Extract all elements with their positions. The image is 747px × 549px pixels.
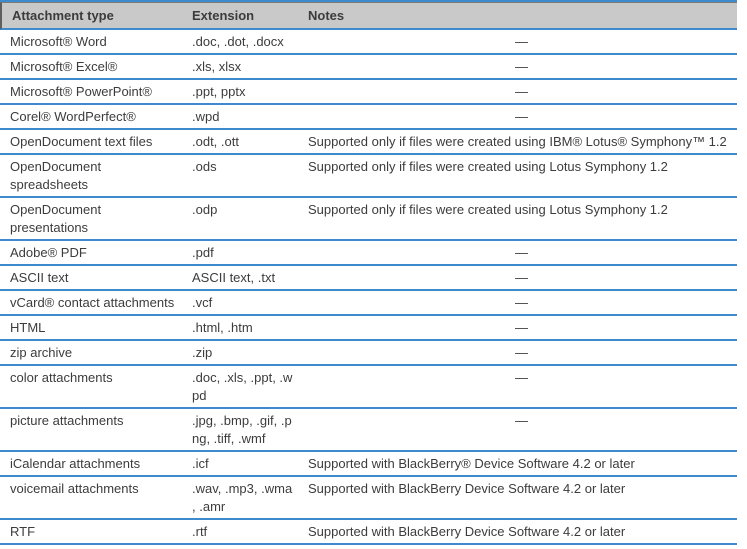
extension-cell: .vcf xyxy=(192,295,213,310)
table-header-row: Attachment type Extension Notes xyxy=(0,2,737,30)
notes-cell: — xyxy=(515,270,528,285)
notes-cell: — xyxy=(515,345,528,360)
table-row: OpenDocument spreadsheets .ods Supported o… xyxy=(0,155,737,198)
notes-cell: — xyxy=(515,84,528,99)
table-row: voicemail attachments .wav, .mp3, .wma , … xyxy=(0,477,737,520)
attachment-type-cell: RTF xyxy=(10,524,36,539)
attachment-type-cell: Microsoft® Excel® xyxy=(10,59,118,74)
column-header-extension: Extension xyxy=(192,8,255,23)
notes-cell: — xyxy=(515,245,528,260)
notes-cell: — xyxy=(515,370,528,385)
table-row: RTF .rtf Supported with BlackBerry Device … xyxy=(0,520,737,545)
extension-cell: .rtf xyxy=(192,524,208,539)
extension-cell: .xls, xlsx xyxy=(192,59,242,74)
table-row: Corel® WordPerfect® .wpd — xyxy=(0,105,737,130)
extension-cell: .odp xyxy=(192,202,218,217)
notes-cell: — xyxy=(515,320,528,335)
attachment-table-body: Microsoft® Word .doc, .dot, .docx — Microso… xyxy=(0,30,737,545)
attachment-type-cell: iCalendar attachments xyxy=(10,456,141,471)
notes-cell: — xyxy=(515,59,528,74)
extension-cell: .zip xyxy=(192,345,213,360)
table-row: OpenDocument text files .odt, .ott Support… xyxy=(0,130,737,155)
table-row: Microsoft® Word .doc, .dot, .docx — xyxy=(0,30,737,55)
extension-cell: .doc, .dot, .docx xyxy=(192,34,284,49)
attachment-type-cell: voicemail attachments xyxy=(10,481,139,496)
attachment-types-table: Attachment type Extension Notes Microsof… xyxy=(0,0,737,545)
attachment-type-cell: OpenDocument spreadsheets xyxy=(10,159,102,192)
attachment-type-cell: color attachments xyxy=(10,370,113,385)
table-row: Microsoft® Excel® .xls, xlsx — xyxy=(0,55,737,80)
table-row: Microsoft® PowerPoint® .ppt, pptx — xyxy=(0,80,737,105)
extension-cell: .html, .htm xyxy=(192,320,253,335)
table-row: color attachments .doc, .xls, .ppt, .w pd… xyxy=(0,366,737,409)
notes-cell: Supported with BlackBerry Device Softwar… xyxy=(308,481,626,496)
attachment-type-cell: ASCII text xyxy=(10,270,69,285)
table-row: iCalendar attachments .icf Supported with … xyxy=(0,452,737,477)
attachment-type-cell: Microsoft® PowerPoint® xyxy=(10,84,152,99)
attachment-type-cell: zip archive xyxy=(10,345,73,360)
extension-cell: .wpd xyxy=(192,109,220,124)
attachment-type-cell: HTML xyxy=(10,320,46,335)
notes-cell: — xyxy=(515,295,528,310)
attachment-type-cell: vCard® contact attachments xyxy=(10,295,175,310)
notes-cell: Supported with BlackBerry® Device Softwa… xyxy=(308,456,635,471)
table-row: OpenDocument presentations .odp Supported … xyxy=(0,198,737,241)
extension-cell: .jpg, .bmp, .gif, .p ng, .tiff, .wmf xyxy=(192,413,292,446)
extension-cell: ASCII text, .txt xyxy=(192,270,276,285)
table-row: zip archive .zip — xyxy=(0,341,737,366)
attachment-type-cell: Adobe® PDF xyxy=(10,245,87,260)
extension-cell: .icf xyxy=(192,456,209,471)
notes-cell: Supported with BlackBerry Device Softwar… xyxy=(308,524,626,539)
extension-cell: .pdf xyxy=(192,245,214,260)
table-row: ASCII text ASCII text, .txt — xyxy=(0,266,737,291)
column-header-attachment-type: Attachment type xyxy=(12,8,114,23)
table-row: HTML .html, .htm — xyxy=(0,316,737,341)
notes-cell: Supported only if files were created usi… xyxy=(308,202,668,217)
notes-cell: Supported only if files were created usi… xyxy=(308,159,668,174)
extension-cell: .odt, .ott xyxy=(192,134,239,149)
extension-cell: .ods xyxy=(192,159,217,174)
attachment-type-cell: OpenDocument text files xyxy=(10,134,153,149)
notes-cell: — xyxy=(515,34,528,49)
table-row: vCard® contact attachments .vcf — xyxy=(0,291,737,316)
attachment-type-cell: Microsoft® Word xyxy=(10,34,107,49)
attachment-type-cell: picture attachments xyxy=(10,413,124,428)
notes-cell: — xyxy=(515,109,528,124)
notes-cell: Supported only if files were created usi… xyxy=(308,134,727,149)
extension-cell: .ppt, pptx xyxy=(192,84,246,99)
notes-cell: — xyxy=(515,413,528,428)
table-row: picture attachments .jpg, .bmp, .gif, .p … xyxy=(0,409,737,452)
attachment-type-cell: OpenDocument presentations xyxy=(10,202,102,235)
table-row: Adobe® PDF .pdf — xyxy=(0,241,737,266)
attachment-type-cell: Corel® WordPerfect® xyxy=(10,109,136,124)
extension-cell: .wav, .mp3, .wma , .amr xyxy=(192,481,293,514)
column-header-notes: Notes xyxy=(308,8,345,23)
extension-cell: .doc, .xls, .ppt, .w pd xyxy=(192,370,293,403)
